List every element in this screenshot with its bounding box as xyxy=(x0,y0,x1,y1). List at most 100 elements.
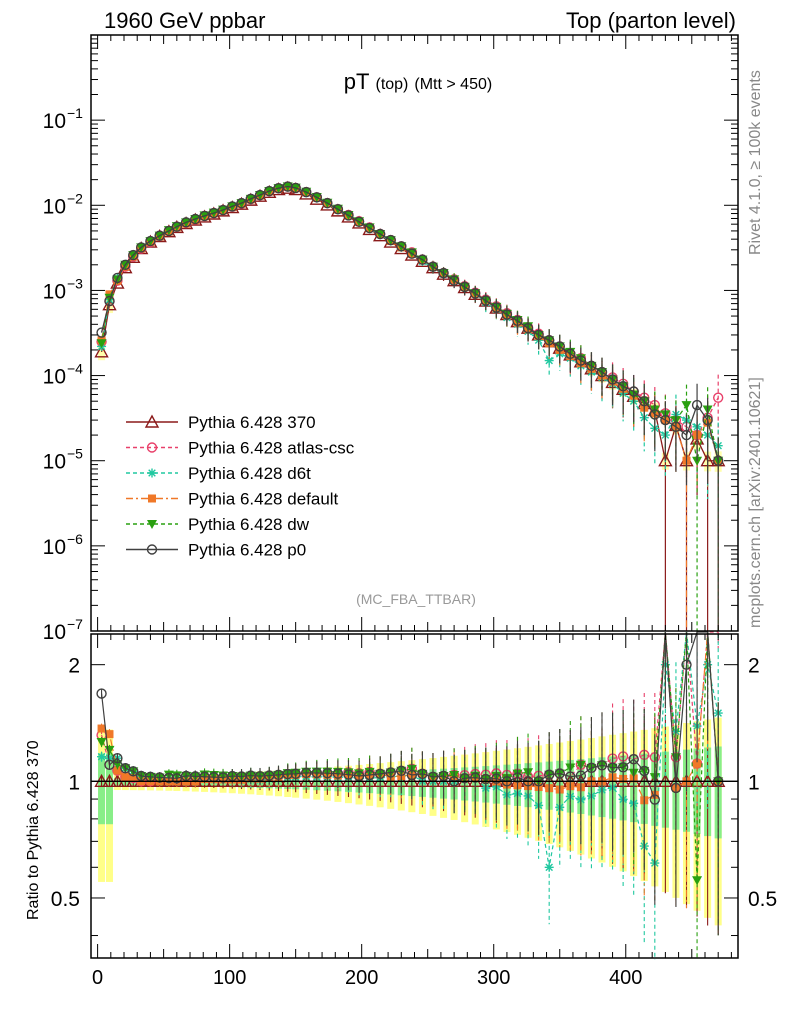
pythia-6-428-p0-point xyxy=(190,213,201,225)
pythia-6-428-p0-ratio-point xyxy=(596,760,608,771)
pythia-6-428-p0-point xyxy=(208,207,219,219)
y-tick-label: 10 xyxy=(43,451,66,474)
pythia-6-428-p0-ratio-point xyxy=(112,752,123,764)
ratio-tick-label-right: 0.5 xyxy=(748,888,777,911)
rivet-label: Rivet 4.1.0, ≥ 100k events xyxy=(747,70,764,255)
x-tick-label: 0 xyxy=(92,967,103,989)
ratio-tick-label-right: 1 xyxy=(748,771,760,794)
pythia-6-428-p0-point xyxy=(501,309,513,320)
legend-label-pythia-6-428-dw: Pythia 6.428 dw xyxy=(188,515,310,534)
series-layer-main xyxy=(94,180,726,631)
series-layer-ratio xyxy=(94,631,726,960)
pythia-6-428-p0-point xyxy=(596,366,608,378)
pythia-6-428-p0-point xyxy=(374,228,386,240)
pythia-6-428-p0-point xyxy=(617,381,629,392)
pythia-6-428-p0-point xyxy=(470,288,481,299)
pythia-6-428-p0-point xyxy=(649,409,661,420)
pythia-6-428-p0-point xyxy=(245,193,256,205)
legend: Pythia 6.428 370 Pythia 6.428 atlas-csc Py… xyxy=(126,413,355,560)
pythia-6-428-p0-point xyxy=(199,210,210,222)
pythia-6-428-p0-point xyxy=(533,329,544,341)
pythia-6-428-p0-point xyxy=(691,399,703,411)
x-tick-label: 200 xyxy=(345,967,378,989)
ratio-tick-label-left: 1 xyxy=(68,771,80,794)
pythia-6-428-p0-point xyxy=(385,234,396,246)
pythia-6-428-p0-point xyxy=(554,341,565,352)
title-sub: (top) xyxy=(375,76,408,93)
pythia-6-428-p0-point xyxy=(154,230,165,241)
y-tick-label: 10 xyxy=(43,366,66,389)
legend-marker-pythia-6-428-p0 xyxy=(146,544,158,555)
pythia-6-428-p0-ratio-point xyxy=(128,766,139,777)
pythia-6-428-p0-point xyxy=(607,374,618,385)
pythia-6-428-p0-point xyxy=(565,348,576,360)
y-tick-label: 10 xyxy=(43,110,66,133)
pythia-6-428-p0-point xyxy=(128,249,139,261)
mcplots-label: mcplots.cern.ch [arXiv:2401.10621] xyxy=(747,377,764,628)
pythia-6-428-p0-point xyxy=(332,203,344,215)
pythia-6-428-p0-point xyxy=(628,386,639,397)
x-tick-label: 300 xyxy=(477,967,510,989)
pythia-6-428-p0-point xyxy=(171,221,183,232)
pythia-6-428-p0-point xyxy=(480,295,492,306)
pythia-6-428-p0-point xyxy=(217,204,229,216)
legend-marker-pythia-6-428-d6t xyxy=(147,468,157,478)
pythia-6-428-p0-point xyxy=(660,414,671,426)
pythia-6-428-370-point xyxy=(94,344,109,358)
pythia-6-428-p0-point xyxy=(396,241,407,252)
pythia-6-428-p0-point xyxy=(417,254,428,265)
y-tick-label: 10 xyxy=(43,195,66,218)
pythia-6-428-p0-point xyxy=(406,248,418,259)
pythia-6-428-p0-point xyxy=(459,281,470,293)
pythia-6-428-default-ratio-point xyxy=(121,772,130,781)
pythia-6-428-p0-point xyxy=(353,216,365,227)
legend-marker-pythia-6-428-atlas-csc xyxy=(146,442,158,453)
x-tick-label: 400 xyxy=(609,967,642,989)
pythia-6-428-p0-point xyxy=(543,335,555,346)
pythia-6-428-p0-point xyxy=(301,186,312,198)
pythia-6-428-p0-point xyxy=(104,295,115,307)
ratio-tick-label-right: 2 xyxy=(748,655,760,678)
legend-marker-pythia-6-428-dw xyxy=(147,520,157,529)
ratio-tick-label-left: 2 xyxy=(68,655,80,678)
pythia-6-428-p0-point xyxy=(491,302,502,313)
pythia-6-428-p0-point xyxy=(702,414,713,426)
pythia-6-428-p0-point xyxy=(282,181,293,192)
pythia-6-428-p0-point xyxy=(236,197,247,209)
y-tick-exponent: −1 xyxy=(67,105,83,121)
pythia-6-428-p0-point xyxy=(575,355,587,366)
pythia-6-428-p0-point xyxy=(670,421,682,433)
legend-label-pythia-6-428-370: Pythia 6.428 370 xyxy=(188,413,316,432)
analysis-watermark: (MC_FBA_TTBAR) xyxy=(356,591,476,607)
y-tick-label: 10 xyxy=(43,536,66,559)
legend-marker-pythia-6-428-default xyxy=(148,494,156,503)
pythia-6-428-p0-point xyxy=(712,455,724,466)
pythia-6-428-p0-point xyxy=(290,182,301,194)
pythia-6-428-p0-point xyxy=(512,315,523,326)
y-tick-exponent: −2 xyxy=(67,190,83,206)
y-tick-label: 10 xyxy=(43,621,66,644)
pythia-6-428-p0-point xyxy=(586,360,597,372)
pythia-6-428-p0-point xyxy=(639,396,650,407)
title-sub2: (Mtt > 450) xyxy=(414,76,492,93)
ratio-band-inner xyxy=(105,753,113,825)
plot-title: pT (top) (Mtt > 450) xyxy=(344,69,492,94)
y-tick-exponent: −5 xyxy=(67,446,83,462)
pythia-6-428-p0-ratio-line xyxy=(100,631,719,800)
legend-label-pythia-6-428-default: Pythia 6.428 default xyxy=(188,490,339,509)
header-left: 1960 GeV ppbar xyxy=(104,8,265,33)
pythia-6-428-p0-point xyxy=(427,261,439,272)
legend-label-pythia-6-428-p0: Pythia 6.428 p0 xyxy=(188,541,306,560)
pythia-6-428-p0-point xyxy=(227,201,238,212)
y-tick-exponent: −7 xyxy=(67,616,83,632)
pythia-6-428-p0-point xyxy=(438,267,449,279)
ratio-band-inner xyxy=(98,753,106,825)
pythia-6-428-p0-point xyxy=(96,327,107,338)
pythia-6-428-p0-point xyxy=(163,225,175,237)
ratio-ylabel: Ratio to Pythia 6.428 370 xyxy=(25,740,42,920)
pythia-6-428-dw-point xyxy=(96,339,107,349)
y-tick-exponent: −3 xyxy=(67,275,83,291)
pythia-6-428-p0-point xyxy=(322,197,333,209)
